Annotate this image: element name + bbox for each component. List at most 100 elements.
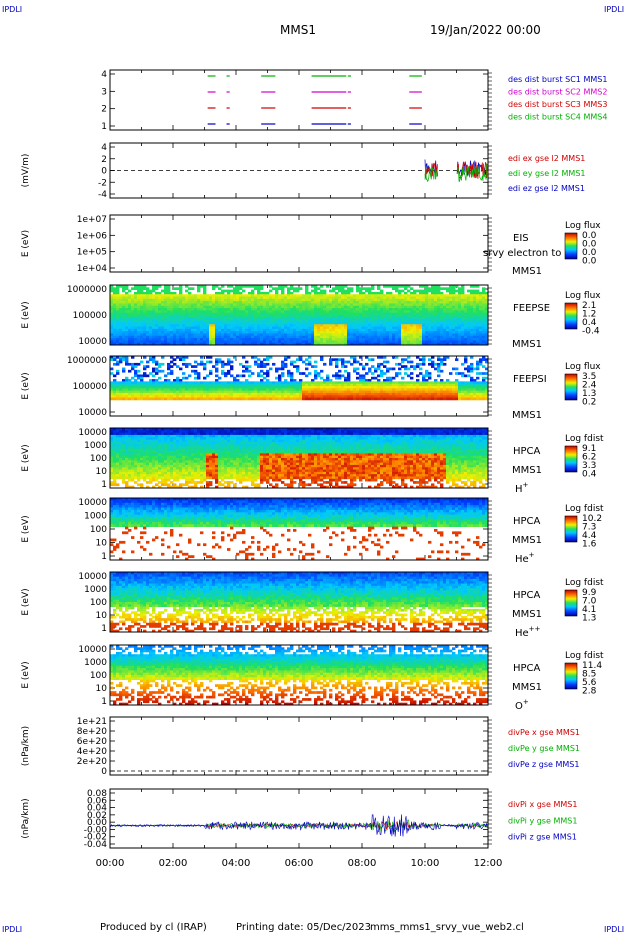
spectrogram-cell — [203, 381, 207, 385]
spectrogram-cell — [299, 386, 303, 389]
spectrogram-cell — [368, 319, 372, 323]
spectrogram-cell — [404, 390, 408, 394]
spectrogram-cell — [215, 333, 219, 337]
spectrogram-cell — [365, 289, 369, 293]
spectrogram-cell — [461, 317, 465, 321]
spectrogram-cell — [182, 358, 186, 362]
spectrogram-cell — [251, 386, 255, 389]
spectrogram-cell — [365, 310, 369, 314]
spectrogram-cell — [392, 388, 396, 392]
spectrogram-cell — [362, 390, 366, 394]
spectrogram-cell — [236, 397, 240, 401]
spectrogram-cell — [398, 383, 402, 387]
spectrogram-cell — [173, 381, 177, 385]
spectrogram-cell — [353, 333, 357, 337]
spectrogram-cell — [137, 335, 141, 339]
spectrogram-cell — [188, 296, 192, 300]
spectrogram-cell — [203, 301, 207, 304]
spectrogram-cell — [254, 362, 258, 366]
spectrogram-cell — [281, 335, 285, 339]
spectrogram-cell — [206, 338, 210, 341]
spectrogram-cell — [239, 392, 243, 396]
spectrogram-cell — [443, 342, 447, 346]
spectrogram-cell — [299, 296, 303, 300]
spectrogram-cell — [434, 386, 438, 389]
spectrogram-cell — [455, 372, 459, 375]
spectrogram-cell — [461, 324, 465, 327]
spectrogram-cell — [467, 328, 471, 332]
spectrogram-cell — [134, 342, 138, 346]
spectrogram-cell — [293, 392, 297, 396]
spectrogram-cell — [152, 285, 156, 288]
spectrogram-cell — [311, 303, 315, 307]
spectrogram-cell — [239, 312, 243, 316]
spectrogram-cell — [203, 308, 207, 311]
spectrogram-cell — [206, 328, 210, 332]
spectrogram-cell — [440, 308, 444, 311]
spectrogram-cell — [353, 397, 357, 401]
spectrogram-cell — [407, 392, 411, 396]
spectrogram-cell — [212, 319, 216, 323]
spectrogram-cell — [260, 390, 264, 394]
spectrogram-cell — [353, 298, 357, 302]
spectrogram-cell — [362, 303, 366, 307]
spectrogram-cell — [179, 289, 183, 293]
spectrogram-cell — [428, 358, 432, 362]
spectrogram-cell — [407, 383, 411, 387]
spectrogram-cell — [206, 312, 210, 316]
spectrogram-cell — [395, 294, 399, 297]
spectrogram-cell — [485, 358, 489, 362]
spectrogram-cell — [194, 376, 198, 380]
spectrogram-cell — [233, 312, 237, 316]
spectrogram-cell — [449, 328, 453, 332]
spectrogram-cell — [377, 392, 381, 396]
spectrogram-cell — [110, 383, 114, 387]
spectrogram-cell — [164, 324, 168, 327]
spectrogram-cell — [278, 390, 282, 394]
spectrogram-cell — [461, 319, 465, 323]
spectrogram-cell — [464, 395, 468, 398]
spectrogram-cell — [272, 308, 276, 311]
spectrogram-cell — [290, 379, 294, 382]
spectrogram-cell — [251, 397, 255, 401]
spectrogram-cell — [398, 301, 402, 304]
spectrogram-cell — [218, 386, 222, 389]
spectrogram-cell — [449, 296, 453, 300]
spectrogram-cell — [182, 395, 186, 398]
spectrogram-cell — [359, 335, 363, 339]
spectrogram-cell — [311, 335, 315, 339]
spectrogram-cell — [116, 397, 120, 401]
species-label: H+ — [515, 481, 529, 495]
spectrogram-cell — [401, 390, 405, 394]
spectrogram-cell — [443, 340, 447, 344]
spectrogram-cell — [464, 296, 468, 300]
spectrogram-cell — [233, 340, 237, 344]
spectrogram-cell — [419, 294, 423, 297]
spectrogram-cell — [350, 321, 354, 325]
spectrogram-cell — [245, 390, 249, 394]
spectrogram-cell — [239, 317, 243, 321]
spectrogram-cell — [365, 317, 369, 321]
spectrogram-cell — [251, 310, 255, 314]
spectrogram-cell — [185, 298, 189, 302]
spectrogram-cell — [464, 397, 468, 401]
spectrogram-cell — [326, 383, 330, 387]
spectrogram-cell — [212, 285, 216, 288]
spectrogram-cell — [329, 383, 333, 387]
spectrogram-cell — [341, 392, 345, 396]
spectrogram-cell — [350, 301, 354, 304]
spectrogram-cell — [302, 386, 306, 389]
spectrogram-cell — [179, 321, 183, 325]
spectrogram-cell — [293, 360, 297, 364]
spectrogram-cell — [482, 379, 486, 382]
spectrogram-cell — [203, 392, 207, 396]
spectrogram-cell — [281, 367, 285, 371]
spectrogram-cell — [218, 291, 222, 295]
spectrogram-cell — [230, 333, 234, 337]
spectrogram-cell — [302, 340, 306, 344]
spectrogram-cell — [179, 395, 183, 398]
spectrogram-cell — [479, 315, 483, 318]
spectrogram-cell — [146, 328, 150, 332]
spectrogram-cell — [161, 381, 165, 385]
spectrogram-cell — [296, 340, 300, 344]
